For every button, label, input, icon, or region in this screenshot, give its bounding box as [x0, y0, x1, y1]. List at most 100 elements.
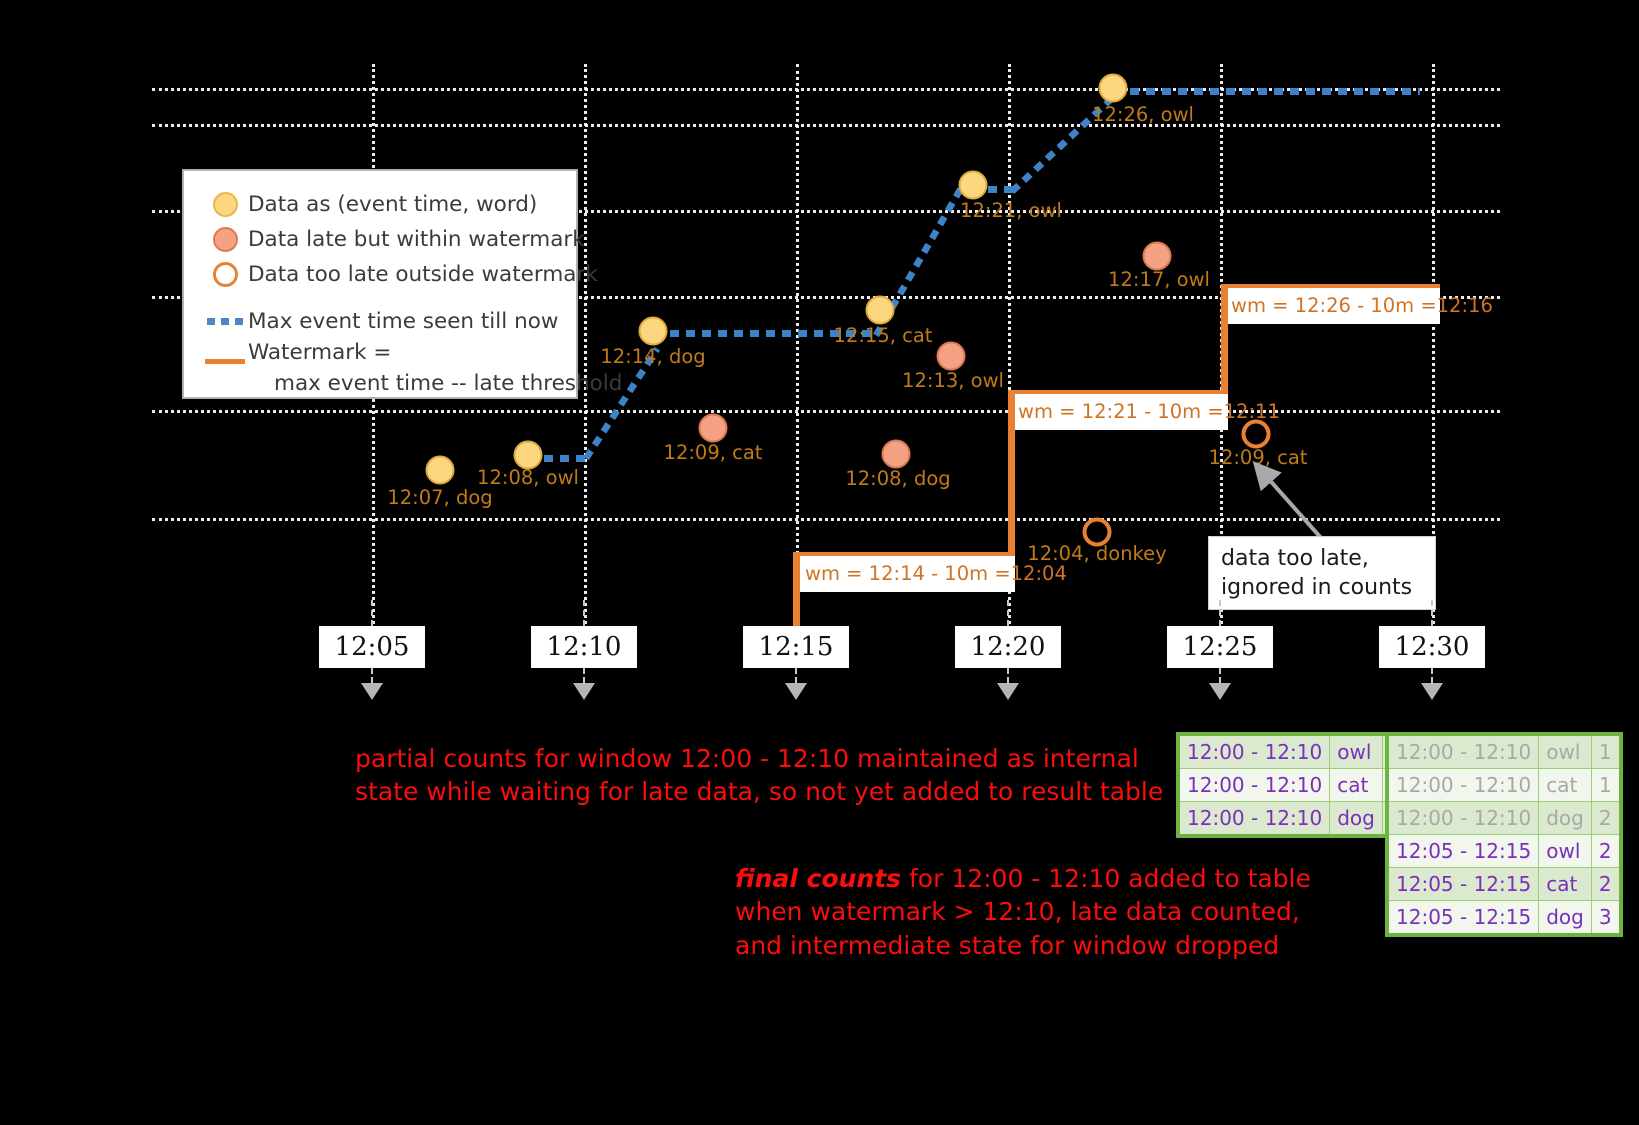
- salmon-circle-icon: [202, 227, 248, 252]
- watermark-segment-horizontal: [793, 552, 1015, 559]
- axis-tick-stem: [371, 668, 373, 692]
- cell-window: 12:00 - 12:10: [1386, 768, 1540, 802]
- legend-label: Max event time seen till now: [248, 309, 559, 334]
- watermark-label: wm = 12:21 - 10m =12:11: [1018, 400, 1280, 423]
- axis-tick-stem: [1007, 668, 1009, 692]
- axis-tick-stem: [583, 600, 585, 626]
- axis-tick-stem: [1431, 600, 1433, 626]
- legend-item-max-event-time: Max event time seen till now: [202, 306, 562, 337]
- data-point-late-within-watermark[interactable]: [881, 439, 911, 469]
- watermark-label-backdrop: [1015, 394, 1228, 430]
- axis-tick-arrow: [361, 683, 383, 700]
- axis-tick-arrow: [997, 683, 1019, 700]
- axis-tick-stem: [1219, 668, 1221, 692]
- note-final-counts: final counts for 12:00 - 12:10 added to …: [735, 862, 1311, 962]
- cell-window: 12:00 - 12:10: [1177, 801, 1331, 837]
- legend-item-too-late: Data too late outside watermark: [202, 257, 598, 292]
- legend-item-on-time: Data as (event time, word): [202, 187, 562, 222]
- cell-window: 12:00 - 12:10: [1386, 801, 1540, 835]
- legend-label: Data late but within watermark: [248, 227, 585, 252]
- data-point-late-within-watermark[interactable]: [698, 413, 728, 443]
- cell-window: 12:00 - 12:10: [1177, 733, 1331, 769]
- cell-window: 12:05 - 12:15: [1386, 834, 1540, 868]
- cell-word: dog: [1538, 801, 1592, 835]
- note-final-line-2: when watermark > 12:10, late data counte…: [735, 897, 1300, 927]
- max-event-time-segment: [972, 186, 1014, 193]
- data-point-on-time[interactable]: [513, 440, 543, 470]
- result-table-1230: 12:00 - 12:10 owl 1 12:00 - 12:10 cat 1 12:00 …: [1385, 732, 1623, 937]
- callout-line-2: ignored in counts: [1221, 574, 1413, 600]
- cell-count: 1: [1590, 733, 1622, 769]
- note-partial-line-2: state while waiting for late data, so no…: [355, 777, 1164, 807]
- axis-tick-stem: [1007, 600, 1009, 626]
- data-point-label: 12:26, owl: [1092, 103, 1194, 126]
- data-point-label: 12:09, cat: [1208, 446, 1308, 469]
- cell-word: owl: [1329, 733, 1383, 769]
- note-final-rest: for 12:00 - 12:10 added to table: [901, 864, 1311, 893]
- cell-word: dog: [1329, 801, 1383, 837]
- gridline-horizontal: [152, 88, 1500, 91]
- table-row: 12:05 - 12:15 owl 2: [1386, 834, 1622, 868]
- cell-word: cat: [1538, 867, 1592, 901]
- cell-word: cat: [1329, 768, 1383, 802]
- hollow-circle-icon: [202, 262, 248, 287]
- note-final-line-1: final counts for 12:00 - 12:10 added to …: [735, 862, 1311, 895]
- data-point-label: 12:13, owl: [902, 369, 1004, 392]
- data-point-on-time[interactable]: [425, 455, 455, 485]
- axis-label-1230: 12:30: [1379, 626, 1485, 668]
- note-partial-line-1: partial counts for window 12:00 - 12:10 …: [355, 744, 1139, 773]
- data-point-on-time[interactable]: [1098, 73, 1128, 103]
- cell-count: 2: [1590, 834, 1622, 868]
- max-event-time-segment: [528, 455, 586, 462]
- cell-count: 2: [1590, 867, 1622, 901]
- axis-label-1225: 12:25: [1167, 626, 1273, 668]
- watermark-segment-horizontal: [1008, 390, 1228, 397]
- data-point-label: 12:15, cat: [833, 324, 933, 347]
- cell-count: 1: [1590, 768, 1622, 802]
- watermark-segment-vertical: [1221, 284, 1228, 396]
- data-point-label: 12:07, dog: [387, 486, 493, 509]
- data-point-label: 12:04, donkey: [1027, 542, 1167, 565]
- data-point-late-within-watermark[interactable]: [936, 341, 966, 371]
- axis-label-1210: 12:10: [531, 626, 637, 668]
- max-event-time-segment: [654, 330, 876, 337]
- data-point-late-within-watermark[interactable]: [1142, 241, 1172, 271]
- gridline-vertical: [584, 64, 587, 629]
- note-partial-counts: partial counts for window 12:00 - 12:10 …: [355, 742, 1164, 809]
- data-point-too-late[interactable]: [1241, 419, 1271, 449]
- cell-word: owl: [1538, 733, 1592, 769]
- axis-tick-arrow: [573, 683, 595, 700]
- axis-tick-arrow: [1209, 683, 1231, 700]
- cell-window: 12:05 - 12:15: [1386, 900, 1540, 936]
- axis-tick-stem: [583, 668, 585, 692]
- cell-window: 12:00 - 12:10: [1177, 768, 1331, 802]
- note-final-emphasis: final counts: [735, 864, 902, 893]
- data-point-too-late[interactable]: [1082, 517, 1112, 547]
- max-event-time-segment: [1114, 88, 1420, 95]
- watermark-label: wm = 12:26 - 10m =12:16: [1231, 294, 1493, 317]
- callout-box: data too late, ignored in counts: [1208, 536, 1436, 610]
- watermark-segment-vertical: [793, 552, 800, 650]
- legend-item-watermark-formula: max event time -- late threshold: [202, 368, 622, 399]
- axis-tick-arrow: [785, 683, 807, 700]
- axis-label-1205: 12:05: [319, 626, 425, 668]
- legend-item-late-within: Data late but within watermark: [202, 222, 585, 257]
- data-point-on-time[interactable]: [865, 295, 895, 325]
- axis-tick-stem: [1431, 668, 1433, 692]
- legend-label: Watermark =: [248, 340, 392, 365]
- cell-window: 12:00 - 12:10: [1386, 733, 1540, 769]
- data-point-on-time[interactable]: [638, 316, 668, 346]
- data-point-on-time[interactable]: [958, 170, 988, 200]
- solid-line-icon: [202, 359, 248, 368]
- axis-tick-stem: [371, 600, 373, 626]
- data-point-label: 12:21, owl: [960, 199, 1062, 222]
- cell-word: dog: [1538, 900, 1592, 936]
